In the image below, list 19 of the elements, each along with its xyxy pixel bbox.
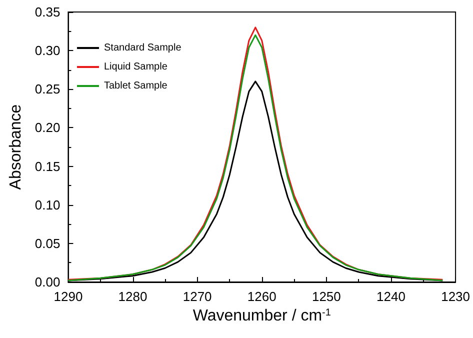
legend-label: Standard Sample — [104, 42, 182, 54]
y-tick-label: 0.00 — [34, 274, 60, 290]
x-tick-label: 1250 — [312, 289, 341, 304]
legend-label: Tablet Sample — [104, 80, 168, 92]
y-tick-label: 0.05 — [34, 236, 60, 251]
x-tick-label: 1260 — [247, 289, 276, 304]
y-tick-label: 0.35 — [34, 4, 60, 20]
x-tick-label: 1240 — [376, 289, 406, 304]
y-axis-title: Absorbance — [8, 104, 24, 190]
x-tick-label: 1290 — [54, 289, 83, 304]
legend-label: Liquid Sample — [104, 62, 168, 72]
x-tick-label: 1230 — [441, 289, 470, 304]
x-tick-label: 1270 — [182, 289, 212, 304]
y-tick-label: 0.10 — [34, 197, 60, 212]
y-tick-label: 0.20 — [34, 120, 60, 136]
y-tick-label: 0.25 — [34, 82, 60, 97]
y-tick-label: 0.30 — [34, 43, 60, 58]
y-tick-label: 0.15 — [34, 158, 60, 174]
x-tick-label: 1280 — [118, 289, 148, 304]
